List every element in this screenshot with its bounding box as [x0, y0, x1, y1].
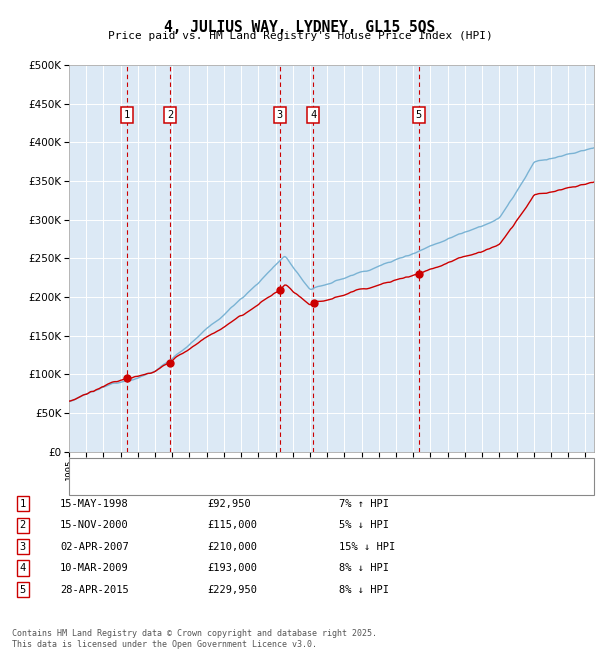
Text: Price paid vs. HM Land Registry's House Price Index (HPI): Price paid vs. HM Land Registry's House …: [107, 31, 493, 41]
Text: 28-APR-2015: 28-APR-2015: [60, 584, 129, 595]
Text: 10-MAR-2009: 10-MAR-2009: [60, 563, 129, 573]
Text: 4: 4: [20, 563, 26, 573]
Text: 7% ↑ HPI: 7% ↑ HPI: [339, 499, 389, 509]
Text: £115,000: £115,000: [207, 520, 257, 530]
Text: 15% ↓ HPI: 15% ↓ HPI: [339, 541, 395, 552]
Text: £229,950: £229,950: [207, 584, 257, 595]
Text: 2: 2: [20, 520, 26, 530]
Text: 02-APR-2007: 02-APR-2007: [60, 541, 129, 552]
Text: 2: 2: [167, 111, 173, 120]
Text: £193,000: £193,000: [207, 563, 257, 573]
Text: 15-NOV-2000: 15-NOV-2000: [60, 520, 129, 530]
Text: 8% ↓ HPI: 8% ↓ HPI: [339, 584, 389, 595]
Text: 3: 3: [277, 111, 283, 120]
Text: £210,000: £210,000: [207, 541, 257, 552]
Text: 5: 5: [20, 584, 26, 595]
Text: 3: 3: [20, 541, 26, 552]
Text: 4, JULIUS WAY, LYDNEY, GL15 5QS (detached house): 4, JULIUS WAY, LYDNEY, GL15 5QS (detache…: [108, 463, 396, 473]
Text: 15-MAY-1998: 15-MAY-1998: [60, 499, 129, 509]
Text: £92,950: £92,950: [207, 499, 251, 509]
Text: 1: 1: [20, 499, 26, 509]
Text: 5% ↓ HPI: 5% ↓ HPI: [339, 520, 389, 530]
Text: Contains HM Land Registry data © Crown copyright and database right 2025.
This d: Contains HM Land Registry data © Crown c…: [12, 629, 377, 649]
Text: 4: 4: [310, 111, 316, 120]
Text: 4, JULIUS WAY, LYDNEY, GL15 5QS: 4, JULIUS WAY, LYDNEY, GL15 5QS: [164, 20, 436, 34]
Text: 8% ↓ HPI: 8% ↓ HPI: [339, 563, 389, 573]
Text: HPI: Average price, detached house, Forest of Dean: HPI: Average price, detached house, Fore…: [108, 480, 408, 489]
Text: 1: 1: [124, 111, 130, 120]
Text: 5: 5: [416, 111, 422, 120]
